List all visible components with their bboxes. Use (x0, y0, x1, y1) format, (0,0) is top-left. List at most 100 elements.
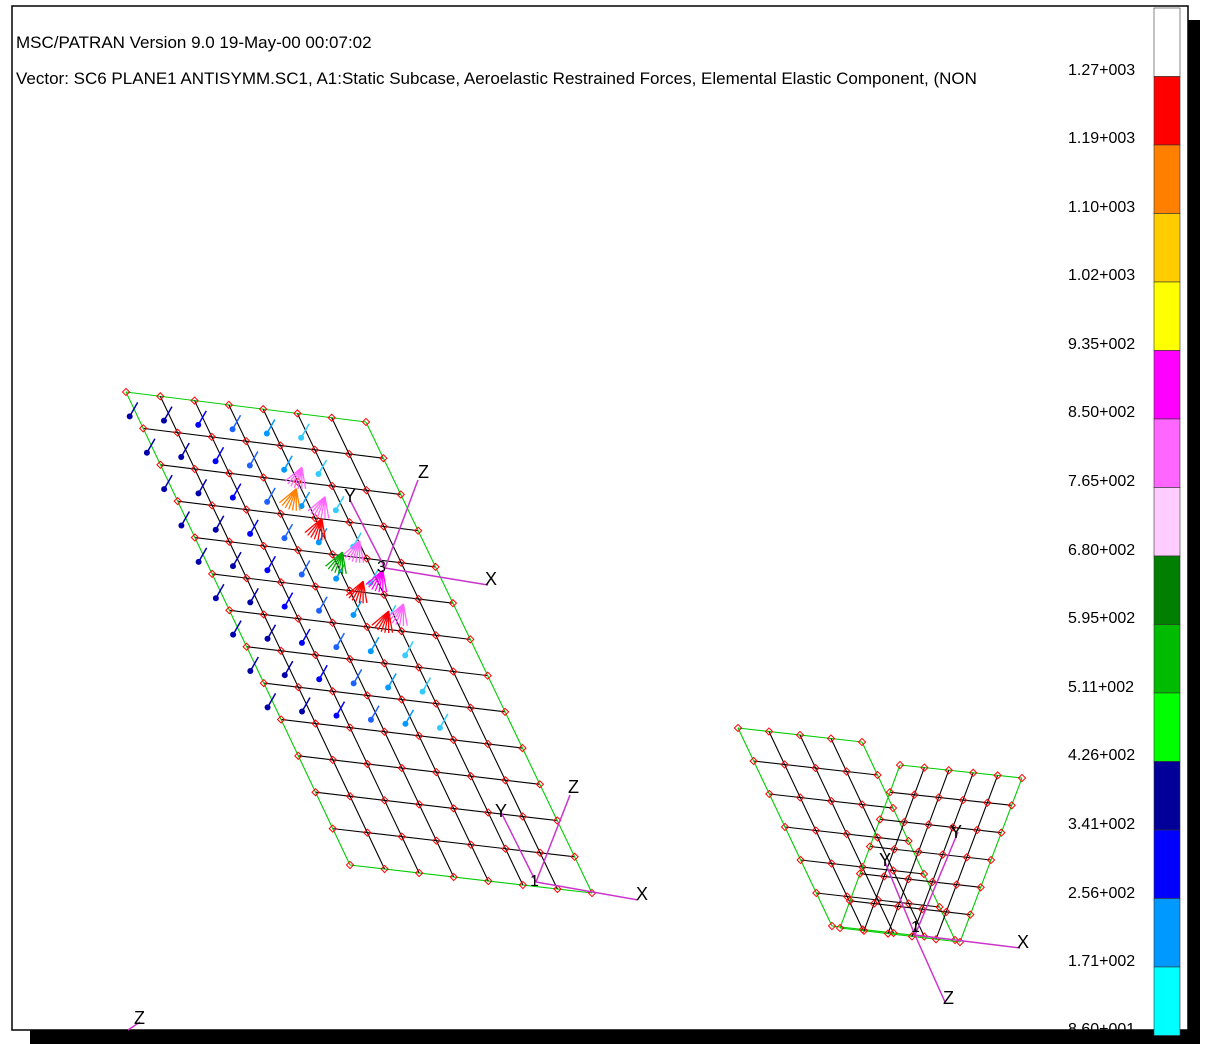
vector-head (315, 471, 322, 478)
mesh-node (207, 569, 217, 579)
mesh-panel-right-a (733, 723, 960, 945)
mesh-node (190, 396, 199, 405)
vector-fan (371, 610, 390, 626)
vector-head (212, 458, 219, 465)
mesh-node (917, 904, 927, 914)
mesh-node (224, 400, 234, 410)
mesh-line (737, 727, 833, 927)
mesh-node (293, 409, 302, 418)
mesh-node (859, 926, 869, 936)
legend-swatch (1153, 418, 1181, 488)
mesh-node (857, 800, 867, 809)
mesh-node (207, 501, 217, 510)
mesh-node (259, 473, 268, 482)
mesh-node (518, 743, 527, 753)
mesh-line (194, 536, 436, 568)
mesh-node (276, 509, 285, 519)
axis-y-label-3: Y (879, 850, 891, 870)
vector-head (247, 530, 254, 537)
mesh-node (958, 795, 968, 805)
mesh-node (259, 541, 268, 551)
mesh-node (484, 876, 493, 886)
mesh-node (796, 793, 805, 802)
vector-head (264, 704, 271, 711)
legend-swatch (1153, 624, 1181, 694)
mesh-node (895, 760, 905, 770)
vector-head (160, 417, 167, 424)
node-id-label-3: 1 (911, 919, 920, 936)
mesh-node (997, 828, 1006, 837)
axis-triad-1 (349, 479, 489, 586)
mesh-node (910, 790, 919, 800)
mesh-node (190, 464, 200, 474)
axis-y-label-2: Y (495, 801, 507, 821)
mesh-node (362, 691, 372, 700)
mesh-node (827, 921, 837, 931)
mesh-node (448, 598, 458, 608)
vector-head (298, 639, 305, 646)
mesh-line (899, 764, 1023, 779)
mesh-line (263, 682, 506, 713)
vector-head (332, 507, 339, 514)
mesh-node (380, 658, 389, 668)
mesh-node (310, 513, 320, 523)
mesh-node (328, 824, 338, 833)
mesh-node (796, 855, 805, 865)
mesh-node (483, 808, 493, 817)
axis-z-label-1: Z (418, 462, 429, 482)
mesh-node (449, 735, 458, 745)
mesh-node (904, 836, 913, 846)
legend-labels: 1.27+003 1.19+003 1.10+003 1.02+003 9.35… (1068, 62, 1135, 1038)
mesh-line (246, 646, 488, 677)
mesh-line (861, 741, 956, 941)
mesh-node (380, 796, 389, 805)
mesh-node (811, 826, 821, 835)
mesh-node (500, 707, 510, 717)
mesh-node (900, 817, 909, 827)
mesh-node (827, 859, 836, 868)
title-text: MSC/PATRAN Version 9.0 19-May-00 00:07:0… (16, 33, 372, 52)
legend-label: 1.10+003 (1068, 199, 1135, 216)
mesh-line (331, 417, 558, 890)
legend-swatch (1153, 692, 1181, 762)
mesh-node (914, 847, 923, 857)
mesh-node (466, 703, 475, 712)
mesh-node (942, 907, 951, 917)
legend-label: 7.65+002 (1068, 473, 1135, 490)
vector-head (246, 462, 253, 469)
mesh-node (431, 699, 441, 708)
mesh-node (397, 626, 406, 636)
mesh-node (857, 737, 867, 747)
frame (11, 5, 1189, 1031)
mesh-node (328, 618, 337, 628)
mesh-node (190, 533, 200, 542)
vector-head (402, 652, 409, 659)
mesh-node (413, 526, 423, 535)
mesh-node (885, 787, 895, 797)
vector-head (230, 631, 237, 638)
mesh-line (212, 573, 453, 604)
mesh-node (501, 844, 510, 853)
mesh-node (883, 929, 893, 938)
vector-head (333, 575, 340, 582)
mesh-node (875, 815, 885, 824)
mesh-node (225, 537, 234, 546)
mesh-node (327, 481, 337, 491)
mesh-node (935, 902, 944, 912)
frame-shadow-bottom (30, 1030, 1200, 1044)
mesh-node (501, 775, 510, 785)
mesh-node (449, 667, 458, 676)
mesh-line (332, 828, 575, 858)
mesh-node (765, 789, 774, 799)
mesh-node (1007, 801, 1016, 810)
vector-fan (284, 466, 303, 482)
vector-head (281, 603, 288, 610)
mesh-line (143, 427, 384, 459)
mesh-node (242, 573, 251, 583)
mesh-node (345, 860, 355, 870)
mesh-node (780, 760, 789, 769)
mesh-node (904, 899, 913, 908)
mesh-node (826, 796, 836, 806)
mesh-node (968, 768, 978, 778)
